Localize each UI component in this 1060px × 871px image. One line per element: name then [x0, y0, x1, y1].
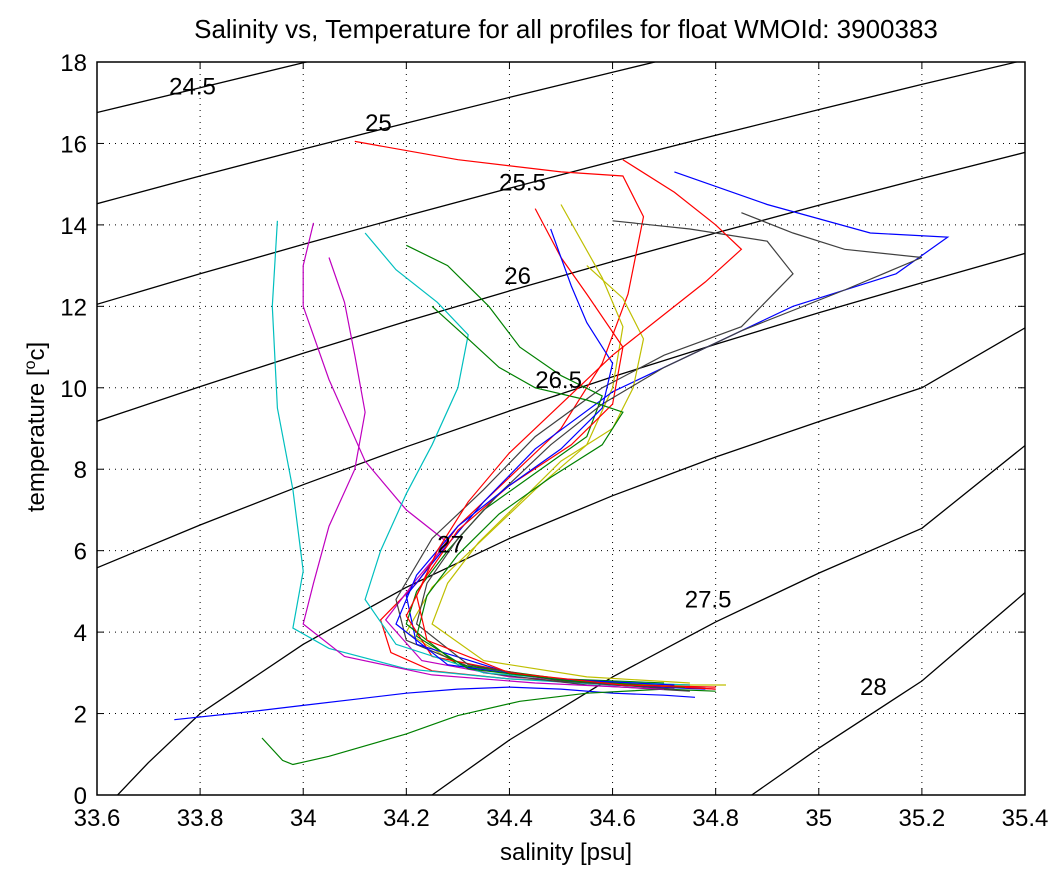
density-contour-28: [751, 592, 1025, 795]
profile-line: [415, 305, 685, 688]
y-tick-label: 2: [74, 702, 87, 729]
x-tick-label: 34.4: [486, 805, 533, 832]
density-contour-25.5: [97, 62, 1020, 305]
x-tick-label: 35.4: [1002, 805, 1049, 832]
y-tick-label: 10: [60, 376, 87, 403]
y-tick-label: 8: [74, 457, 87, 484]
density-contour-label: 26: [504, 263, 531, 290]
profile-line: [431, 265, 690, 684]
profile-series: [174, 140, 950, 766]
x-tick-label: 35.2: [899, 805, 946, 832]
density-contour-label: 27.5: [685, 587, 732, 614]
y-axis-label: temperature [oc]: [22, 342, 50, 512]
y-tick-label: 12: [60, 294, 87, 321]
y-axis-label-prefix: temperature [: [23, 369, 50, 512]
profile-line: [174, 686, 696, 721]
profile-line: [415, 159, 743, 688]
density-contour-24.5: [97, 62, 310, 114]
chart-title: Salinity vs, Temperature for all profile…: [194, 14, 938, 44]
density-contour-27.5: [431, 445, 1025, 795]
x-tick-label: 34: [290, 805, 317, 832]
plot-frame: [96, 61, 1026, 796]
axis-ticks: 33.6 33.8 34 34.2 34.4 34.6 34.8 35 35.2 35.4 0 2 4 6…: [60, 50, 1048, 832]
x-tick-label: 33.6: [74, 805, 121, 832]
density-contour-27: [117, 327, 1025, 795]
profile-line: [302, 222, 716, 690]
y-axis-label-superscript: o: [22, 360, 39, 369]
y-tick-label: 0: [74, 783, 87, 810]
profile-line: [302, 257, 665, 690]
density-contour-25: [97, 62, 658, 205]
y-axis-label-suffix: c]: [23, 342, 50, 361]
x-tick-label: 34.2: [383, 805, 430, 832]
y-tick-label: 14: [60, 213, 87, 240]
x-tick-label: 35: [805, 805, 832, 832]
y-tick-label: 4: [74, 620, 87, 647]
y-tick-label: 16: [60, 131, 87, 158]
density-contours: [97, 62, 1025, 795]
profile-line: [395, 228, 675, 686]
profile-line: [271, 220, 706, 688]
y-tick-label: 6: [74, 539, 87, 566]
density-contour-label: 27: [437, 532, 464, 559]
profile-line: [405, 171, 950, 690]
profile-line: [261, 688, 716, 766]
density-contour-label: 25: [365, 110, 392, 137]
profile-line: [364, 232, 690, 686]
x-tick-label: 33.8: [177, 805, 224, 832]
y-tick-label: 18: [60, 50, 87, 77]
density-contour-label: 25.5: [499, 169, 546, 196]
density-contour-label: 24.5: [169, 74, 216, 101]
profile-line: [415, 212, 923, 690]
density-contour-26: [97, 151, 1025, 422]
density-contour-label: 28: [860, 674, 887, 701]
density-contour-label: 26.5: [535, 367, 582, 394]
density-contour-labels: 24.5 25 25.5 26 26.5 27 27.5 28: [169, 74, 887, 702]
x-tick-label: 34.6: [589, 805, 636, 832]
x-tick-label: 34.8: [692, 805, 739, 832]
x-axis-label: salinity [psu]: [500, 839, 632, 866]
